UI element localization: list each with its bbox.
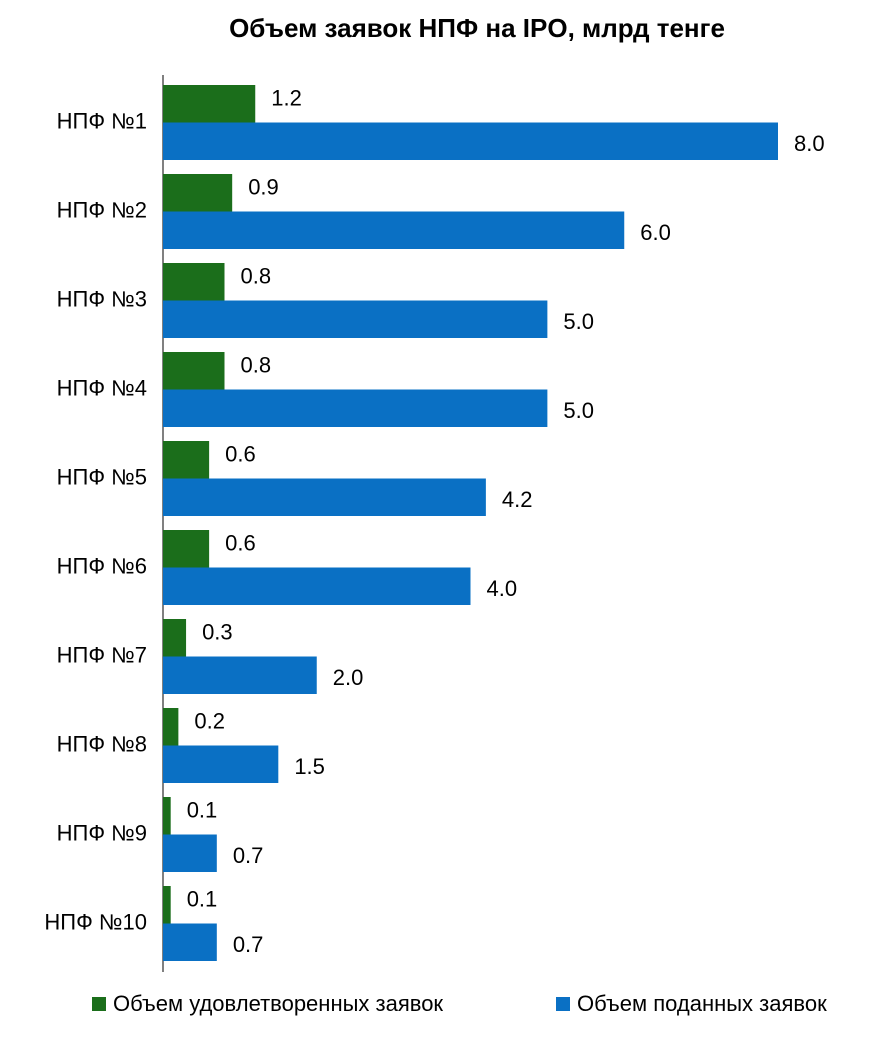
bar [163,352,225,390]
value-label: 0.8 [241,264,272,289]
value-label: 2.0 [333,665,364,690]
bar [163,708,179,746]
bar [163,478,486,516]
legend-label: Объем удовлетворенных заявок [113,991,443,1016]
bar [163,122,778,160]
bar [163,567,471,605]
value-label: 5.0 [563,309,594,334]
category-label: НПФ №1 [57,108,147,133]
bar [163,745,279,783]
bar [163,619,187,657]
value-label: 6.0 [640,220,671,245]
category-label: НПФ №10 [44,909,147,934]
value-label: 0.6 [225,531,256,556]
value-label: 0.8 [241,353,272,378]
value-label: 1.2 [271,86,302,111]
category-label: НПФ №7 [57,642,147,667]
value-label: 0.1 [187,887,218,912]
bar [163,263,225,301]
category-label: НПФ №2 [57,197,147,222]
value-label: 0.6 [225,442,256,467]
value-label: 0.1 [187,798,218,823]
legend-label: Объем поданных заявок [577,991,827,1016]
bar [163,211,625,249]
bar [163,300,548,338]
value-label: 0.7 [233,843,264,868]
bar [163,656,317,694]
value-label: 5.0 [563,398,594,423]
category-label: НПФ №5 [57,464,147,489]
value-label: 0.9 [248,175,279,200]
legend-swatch [92,997,106,1011]
bar [163,797,171,835]
category-label: НПФ №6 [57,553,147,578]
bar [163,834,217,872]
bar [163,85,256,123]
value-label: 4.0 [487,576,518,601]
value-label: 1.5 [294,754,325,779]
value-label: 0.2 [194,709,225,734]
bar [163,886,171,924]
bar [163,389,548,427]
category-label: НПФ №3 [57,286,147,311]
value-label: 8.0 [794,131,825,156]
chart-title: Объем заявок НПФ на IPO, млрд тенге [229,13,725,43]
value-label: 0.3 [202,620,233,645]
value-label: 4.2 [502,487,533,512]
category-label: НПФ №8 [57,731,147,756]
bar [163,174,233,212]
legend-swatch [556,997,570,1011]
category-label: НПФ №9 [57,820,147,845]
category-label: НПФ №4 [57,375,147,400]
bar [163,441,210,479]
bar [163,530,210,568]
bar [163,923,217,961]
value-label: 0.7 [233,932,264,957]
